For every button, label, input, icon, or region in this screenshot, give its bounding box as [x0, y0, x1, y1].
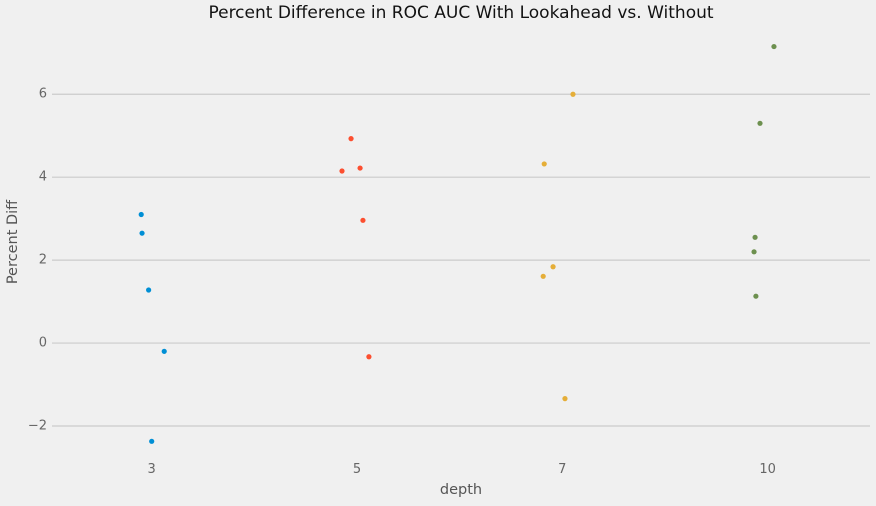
data-point — [339, 168, 345, 174]
x-tick-label: 5 — [352, 462, 362, 477]
data-point — [771, 43, 777, 50]
y-tick-label: 0 — [38, 335, 47, 351]
data-point — [562, 396, 568, 402]
x-tick-label: 3 — [147, 462, 156, 477]
data-point — [540, 273, 546, 279]
data-point — [161, 348, 167, 354]
data-point — [360, 217, 366, 223]
data-point — [139, 230, 145, 236]
y-tick-label: −2 — [27, 418, 47, 434]
x-axis-label: depth — [439, 482, 483, 498]
x-tick-label: 7 — [558, 462, 567, 477]
data-point — [149, 438, 155, 444]
x-tick-label: 10 — [759, 462, 776, 477]
y-tick-label: 4 — [38, 169, 47, 185]
data-point — [366, 354, 372, 360]
data-point — [752, 234, 758, 240]
chart-title: Percent Difference in ROC AUC With Looka… — [208, 3, 714, 23]
data-point — [138, 211, 144, 218]
y-tick-label: 2 — [38, 252, 47, 268]
data-point — [751, 249, 757, 255]
data-point — [550, 264, 556, 270]
data-point — [348, 136, 354, 142]
data-point — [541, 161, 547, 167]
data-point — [757, 120, 763, 126]
data-point — [570, 91, 576, 97]
data-point — [146, 287, 152, 293]
data-point — [357, 165, 363, 171]
y-tick-label: 6 — [38, 86, 47, 102]
data-point — [753, 293, 759, 299]
